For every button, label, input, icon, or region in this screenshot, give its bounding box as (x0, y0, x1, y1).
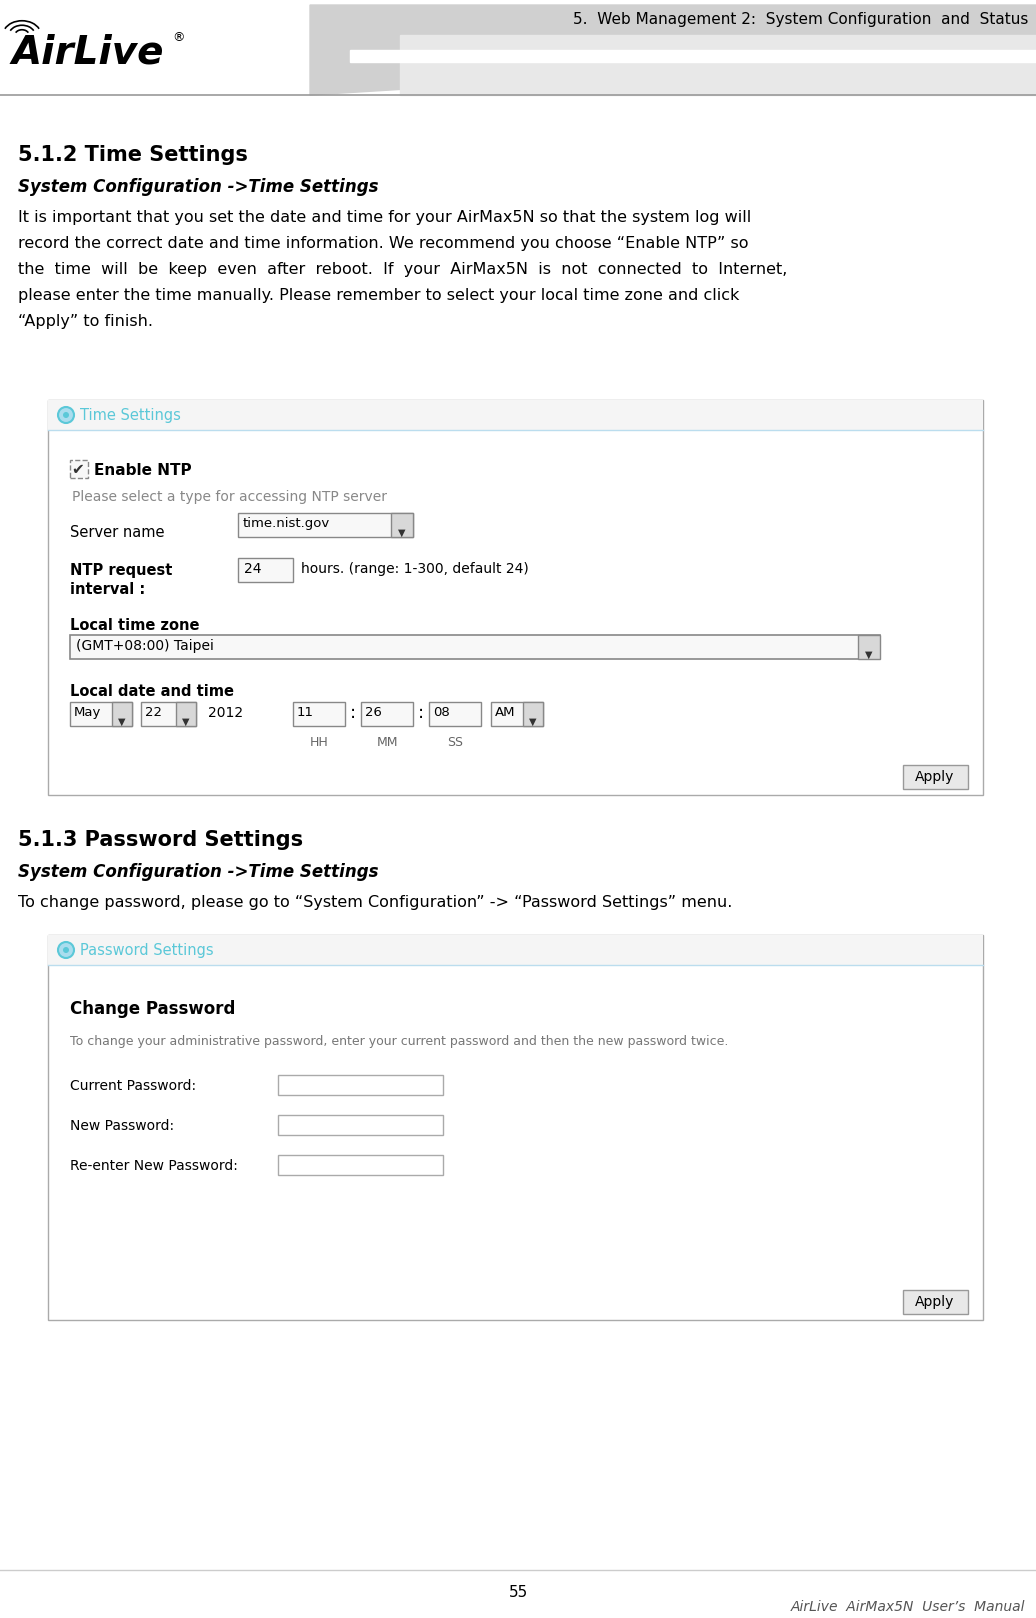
Text: the  time  will  be  keep  even  after  reboot.  If  your  AirMax5N  is  not  co: the time will be keep even after reboot.… (18, 262, 787, 277)
Text: SS: SS (447, 736, 463, 749)
Bar (0, 0, 1036, 95)
Bar (429, 702, 481, 726)
Text: Password Settings: Password Settings (80, 943, 213, 958)
Bar (858, 634, 880, 659)
Bar (391, 513, 413, 537)
Text: Please select a type for accessing NTP server: Please select a type for accessing NTP s… (71, 490, 387, 503)
Text: System Configuration ->Time Settings: System Configuration ->Time Settings (18, 862, 378, 880)
Text: Time Settings: Time Settings (80, 408, 181, 422)
Text: It is important that you set the date and time for your AirMax5N so that the sys: It is important that you set the date an… (18, 210, 751, 225)
Text: 55: 55 (509, 1586, 527, 1600)
Text: Apply: Apply (916, 770, 955, 785)
Text: 08: 08 (433, 705, 450, 718)
Bar (70, 634, 880, 659)
Polygon shape (350, 50, 1036, 61)
Text: (GMT+08:00) Taipei: (GMT+08:00) Taipei (76, 639, 213, 654)
Text: 26: 26 (365, 705, 382, 718)
Text: HH: HH (310, 736, 328, 749)
Text: time.nist.gov: time.nist.gov (243, 518, 330, 531)
Text: Re-enter New Password:: Re-enter New Password: (70, 1158, 238, 1173)
Bar (48, 935, 983, 964)
Circle shape (63, 947, 69, 953)
Circle shape (58, 942, 74, 958)
Text: :: : (350, 704, 356, 722)
Text: New Password:: New Password: (70, 1120, 174, 1133)
Text: Apply: Apply (916, 1294, 955, 1309)
Bar (238, 558, 293, 582)
Bar (141, 702, 196, 726)
Bar (48, 400, 983, 794)
Bar (112, 702, 132, 726)
Text: 5.  Web Management 2:  System Configuration  and  Status: 5. Web Management 2: System Configuratio… (573, 11, 1028, 28)
Bar (491, 702, 543, 726)
Text: ▼: ▼ (865, 650, 872, 660)
Bar (238, 513, 413, 537)
Text: ▼: ▼ (398, 527, 406, 539)
Circle shape (63, 413, 69, 417)
Bar (48, 935, 983, 1320)
Text: MM: MM (376, 736, 398, 749)
Text: 22: 22 (145, 705, 162, 718)
Text: Current Password:: Current Password: (70, 1079, 196, 1094)
Text: Server name: Server name (70, 524, 165, 540)
Text: Local date and time: Local date and time (70, 684, 234, 699)
Bar (176, 702, 196, 726)
Text: hours. (range: 1-300, default 24): hours. (range: 1-300, default 24) (301, 561, 528, 576)
Text: Local time zone: Local time zone (70, 618, 200, 633)
Bar (70, 460, 88, 477)
Text: To change your administrative password, enter your current password and then the: To change your administrative password, … (70, 1036, 728, 1048)
Text: System Configuration ->Time Settings: System Configuration ->Time Settings (18, 178, 378, 196)
Text: 11: 11 (297, 705, 314, 718)
Bar (903, 1290, 968, 1314)
Text: 2012: 2012 (208, 705, 243, 720)
Text: 5.1.2 Time Settings: 5.1.2 Time Settings (18, 146, 248, 165)
Text: ▼: ▼ (529, 717, 537, 726)
Text: Change Password: Change Password (70, 1000, 235, 1018)
Text: ▼: ▼ (182, 717, 190, 726)
Bar (278, 1155, 443, 1175)
Polygon shape (400, 36, 1036, 95)
Bar (293, 702, 345, 726)
Bar (361, 702, 413, 726)
Text: ®: ® (172, 31, 184, 45)
Polygon shape (310, 5, 1036, 95)
Text: interval :: interval : (70, 582, 145, 597)
Text: please enter the time manually. Please remember to select your local time zone a: please enter the time manually. Please r… (18, 288, 740, 303)
Text: AM: AM (495, 705, 516, 718)
Text: 24: 24 (244, 561, 261, 576)
Bar (70, 702, 132, 726)
Text: Enable NTP: Enable NTP (94, 463, 192, 477)
Text: record the correct date and time information. We recommend you choose “Enable NT: record the correct date and time informa… (18, 236, 748, 251)
Bar (48, 400, 983, 430)
Text: AirLive: AirLive (12, 32, 165, 71)
Text: AirLive  AirMax5N  User’s  Manual: AirLive AirMax5N User’s Manual (790, 1600, 1025, 1615)
Bar (278, 1074, 443, 1095)
Text: NTP request: NTP request (70, 563, 172, 578)
Text: :: : (418, 704, 424, 722)
Text: ✔: ✔ (71, 463, 84, 477)
Text: ▼: ▼ (118, 717, 125, 726)
Text: 5.1.3 Password Settings: 5.1.3 Password Settings (18, 830, 304, 849)
Bar (523, 702, 543, 726)
Text: “Apply” to finish.: “Apply” to finish. (18, 314, 153, 328)
Bar (903, 765, 968, 790)
Bar (278, 1115, 443, 1134)
Text: May: May (74, 705, 102, 718)
Text: To change password, please go to “System Configuration” -> “Password Settings” m: To change password, please go to “System… (18, 895, 732, 909)
Circle shape (58, 408, 74, 422)
